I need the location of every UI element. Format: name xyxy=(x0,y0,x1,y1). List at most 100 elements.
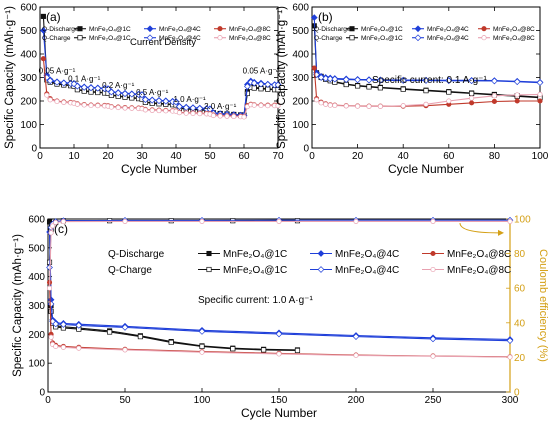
legend-entry-label: MnFe₂O₄@1C xyxy=(361,26,403,33)
y-tick-label: 400 xyxy=(20,50,37,61)
x-axis-label: Cycle Number xyxy=(241,406,317,420)
panel-label: (b) xyxy=(318,10,333,24)
x-tick-label: 60 xyxy=(238,151,250,162)
data-point xyxy=(332,102,338,109)
data-point xyxy=(506,337,514,345)
x-tick-label: 100 xyxy=(532,151,549,162)
data-point xyxy=(342,76,350,83)
data-point xyxy=(446,89,452,95)
data-point xyxy=(400,86,406,92)
data-point xyxy=(318,100,324,106)
data-point xyxy=(46,77,54,85)
data-point xyxy=(87,84,95,92)
legend-discharge-label: Q-Discharge xyxy=(314,26,351,33)
legend-key-marker xyxy=(146,25,154,33)
data-point xyxy=(60,219,66,225)
data-point xyxy=(148,96,156,104)
data-point xyxy=(491,93,497,99)
data-point xyxy=(251,102,257,108)
x-tick-label: 300 xyxy=(502,395,519,406)
legend-key-marker xyxy=(217,26,223,32)
y-axis-label: Specific Capacity (mAh·g⁻¹) xyxy=(276,6,288,149)
data-point xyxy=(122,347,128,353)
rate-label: 0.2 A·g⁻¹ xyxy=(102,81,135,90)
data-point xyxy=(275,103,281,109)
x-tick-label: 60 xyxy=(443,151,455,162)
data-point xyxy=(468,77,475,85)
data-point xyxy=(261,347,267,353)
y-tick-label: 300 xyxy=(28,301,45,312)
x-tick-label: 250 xyxy=(425,395,442,406)
data-point xyxy=(76,345,82,351)
data-point xyxy=(265,103,271,109)
rate-label: 0.1 A·g⁻¹ xyxy=(68,74,101,83)
y-tick-label: 500 xyxy=(292,26,309,37)
series-line xyxy=(313,68,540,107)
data-point xyxy=(400,103,406,109)
data-point xyxy=(172,98,180,106)
data-point xyxy=(507,218,513,224)
data-point xyxy=(469,90,475,97)
legend-key-marker xyxy=(481,26,487,32)
data-point xyxy=(276,218,282,224)
legend-entry-label: MnFe₂O₄@4C xyxy=(159,35,201,42)
rate-label: 1.0 A·g⁻¹ xyxy=(173,95,206,104)
data-point xyxy=(323,101,329,107)
data-point xyxy=(507,354,513,360)
data-point xyxy=(53,78,61,86)
legend-key-marker xyxy=(430,250,436,257)
y-tick-label: 400 xyxy=(292,50,309,61)
legend-key-marker xyxy=(430,266,436,273)
legend-key-marker xyxy=(77,35,83,41)
data-point xyxy=(423,101,429,107)
legend-entry-label: MnFe₂O₄@1C xyxy=(361,35,403,42)
data-point xyxy=(74,101,80,107)
data-point xyxy=(537,91,543,97)
data-point xyxy=(197,111,203,117)
legend-entry-label: MnFe₂O₄@1C xyxy=(223,249,287,260)
legend-key-marker xyxy=(206,250,212,257)
y-axis-label: Specific Capacity (mAh·g⁻¹) xyxy=(4,6,16,149)
legend-key-marker xyxy=(317,250,325,257)
data-point xyxy=(60,344,66,350)
legend-entry-label: MnFe₂O₄@8C xyxy=(229,26,271,33)
data-point xyxy=(122,218,128,224)
data-point xyxy=(322,75,330,82)
data-point xyxy=(162,97,170,105)
x-axis-label: Cycle Number xyxy=(121,162,197,176)
data-point xyxy=(60,321,67,328)
data-point xyxy=(275,330,283,338)
y2-tick-label: 80 xyxy=(514,249,526,260)
data-point xyxy=(52,320,60,328)
data-point xyxy=(311,65,317,71)
rate-label: 0.05 A·g⁻¹ xyxy=(243,66,280,75)
y-tick-label: 0 xyxy=(39,388,45,399)
y-tick-label: 300 xyxy=(292,73,309,84)
data-point xyxy=(258,102,264,109)
y-tick-label: 600 xyxy=(292,3,309,14)
data-point xyxy=(244,83,251,90)
x-tick-label: 150 xyxy=(271,395,288,406)
legend-charge-label: Q-Charge xyxy=(314,35,343,42)
data-point xyxy=(53,343,59,349)
data-point xyxy=(251,85,257,91)
data-point xyxy=(176,110,182,116)
legend-entry-label: MnFe₂O₄@8C xyxy=(493,35,535,42)
data-point xyxy=(80,84,88,91)
x-tick-label: 0 xyxy=(37,151,43,162)
data-point xyxy=(81,102,87,108)
data-point xyxy=(176,103,183,110)
data-point xyxy=(104,85,112,93)
data-point xyxy=(40,13,46,19)
x-axis-label: Cycle Number xyxy=(388,162,464,176)
data-point xyxy=(366,103,372,109)
y-tick-label: 0 xyxy=(303,144,309,155)
data-point xyxy=(469,100,475,106)
data-point xyxy=(399,77,407,84)
x-tick-label: 50 xyxy=(204,151,216,162)
data-point xyxy=(224,113,230,119)
rate-label: 0.5 A·g⁻¹ xyxy=(136,88,169,97)
data-point xyxy=(183,110,189,116)
legend-entry-label: MnFe₂O₄@8C xyxy=(229,35,271,42)
y-tick-label: 500 xyxy=(20,26,37,37)
